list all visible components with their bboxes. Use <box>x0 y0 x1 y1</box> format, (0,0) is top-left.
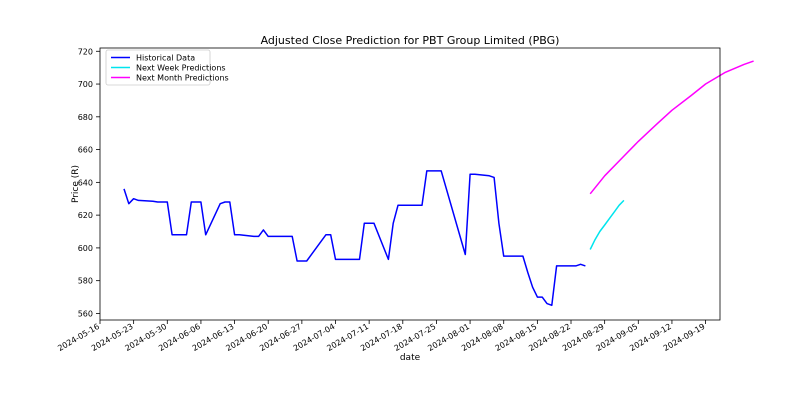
series-line-next-week-predictions <box>589 199 625 250</box>
y-tick-label: 620 <box>78 211 93 220</box>
y-axis: 560 580 600 620 640 660 680 700 720 <box>78 47 100 318</box>
y-tick-label: 560 <box>78 309 93 318</box>
series-line-next-month-predictions <box>589 60 754 195</box>
x-axis-label: date <box>400 353 421 363</box>
legend-label-historical: Historical Data <box>136 54 195 63</box>
y-tick-label: 600 <box>78 244 93 253</box>
y-tick-label: 580 <box>78 277 93 286</box>
y-tick-label: 640 <box>78 178 93 187</box>
y-axis-label: Price (R) <box>71 165 81 203</box>
chart-title: Adjusted Close Prediction for PBT Group … <box>261 34 560 47</box>
y-tick-label: 720 <box>78 47 93 56</box>
legend-box <box>105 49 211 86</box>
legend-label-next-month: Next Month Predictions <box>136 74 229 83</box>
axes-frame <box>99 47 721 321</box>
series-line-historical-data <box>123 170 586 307</box>
legend: Historical Data Next Week Predictions Ne… <box>105 49 229 86</box>
legend-label-next-week: Next Week Predictions <box>136 64 226 73</box>
series-layer <box>123 60 754 307</box>
y-tick-label: 660 <box>78 146 93 155</box>
y-tick-label: 680 <box>78 113 93 122</box>
y-tick-label: 700 <box>78 80 93 89</box>
